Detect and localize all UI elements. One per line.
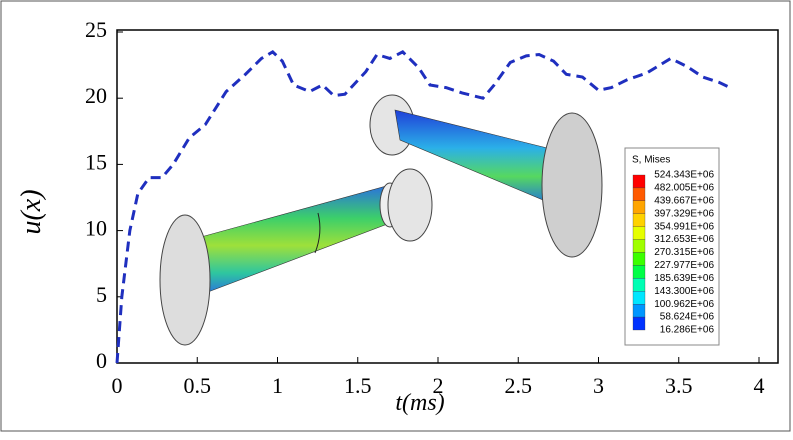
colorbar-band [633, 291, 645, 304]
colorbar-label: 58.624E+06 [660, 312, 715, 323]
y-tick-label: 15 [85, 149, 107, 174]
x-tick-label: 0.5 [184, 373, 212, 398]
y-tick-label: 0 [96, 348, 107, 373]
y-tick-label: 25 [85, 17, 107, 42]
y-tick-label: 5 [96, 282, 107, 307]
colorbar-band [633, 240, 645, 253]
colorbar-label: 16.286E+06 [660, 325, 715, 336]
colorbar-label: 312.653E+06 [654, 234, 714, 245]
colorbar-band [633, 175, 645, 188]
colorbar-label: 185.639E+06 [654, 273, 714, 284]
y-tick-label: 10 [85, 216, 107, 241]
colorbar-label: 439.667E+06 [654, 195, 714, 206]
chart: 00.511.522.533.540510152025 S, Mises t(m… [0, 0, 793, 435]
colorbar-label: 227.977E+06 [654, 260, 714, 271]
colorbar-band [633, 317, 645, 330]
colorbar-band [633, 304, 645, 317]
colorbar-label: 397.329E+06 [654, 208, 714, 219]
colorbar-label: 143.300E+06 [654, 286, 714, 297]
x-tick-label: 3 [593, 373, 604, 398]
x-tick-label: 3.5 [665, 373, 693, 398]
y-tick-label: 20 [85, 83, 107, 108]
colorbar-band [633, 214, 645, 227]
colorbar-label: 100.962E+06 [654, 299, 714, 310]
x-tick-label: 1.5 [344, 373, 372, 398]
legend-title: S, Mises [632, 155, 670, 166]
colorbar-band [633, 253, 645, 266]
x-tick-label: 1 [272, 373, 283, 398]
y-axis-label: u(x) [16, 189, 47, 234]
x-tick-label: 4 [754, 373, 765, 398]
colorbar-label: 270.315E+06 [654, 247, 714, 258]
x-tick-label: 0 [112, 373, 123, 398]
colorbar-label: 482.005E+06 [654, 183, 714, 194]
x-axis-label: t(ms) [395, 390, 444, 416]
colorbar-label: 524.343E+06 [654, 170, 714, 181]
x-tick-label: 2.5 [505, 373, 533, 398]
colorbar-band [633, 278, 645, 291]
colorbar-band [633, 201, 645, 214]
colorbar-band [633, 265, 645, 278]
colorbar-band [633, 188, 645, 201]
fea-specimen-lower [160, 169, 432, 345]
colorbar-band [633, 227, 645, 240]
colorbar-label: 354.991E+06 [654, 221, 714, 232]
